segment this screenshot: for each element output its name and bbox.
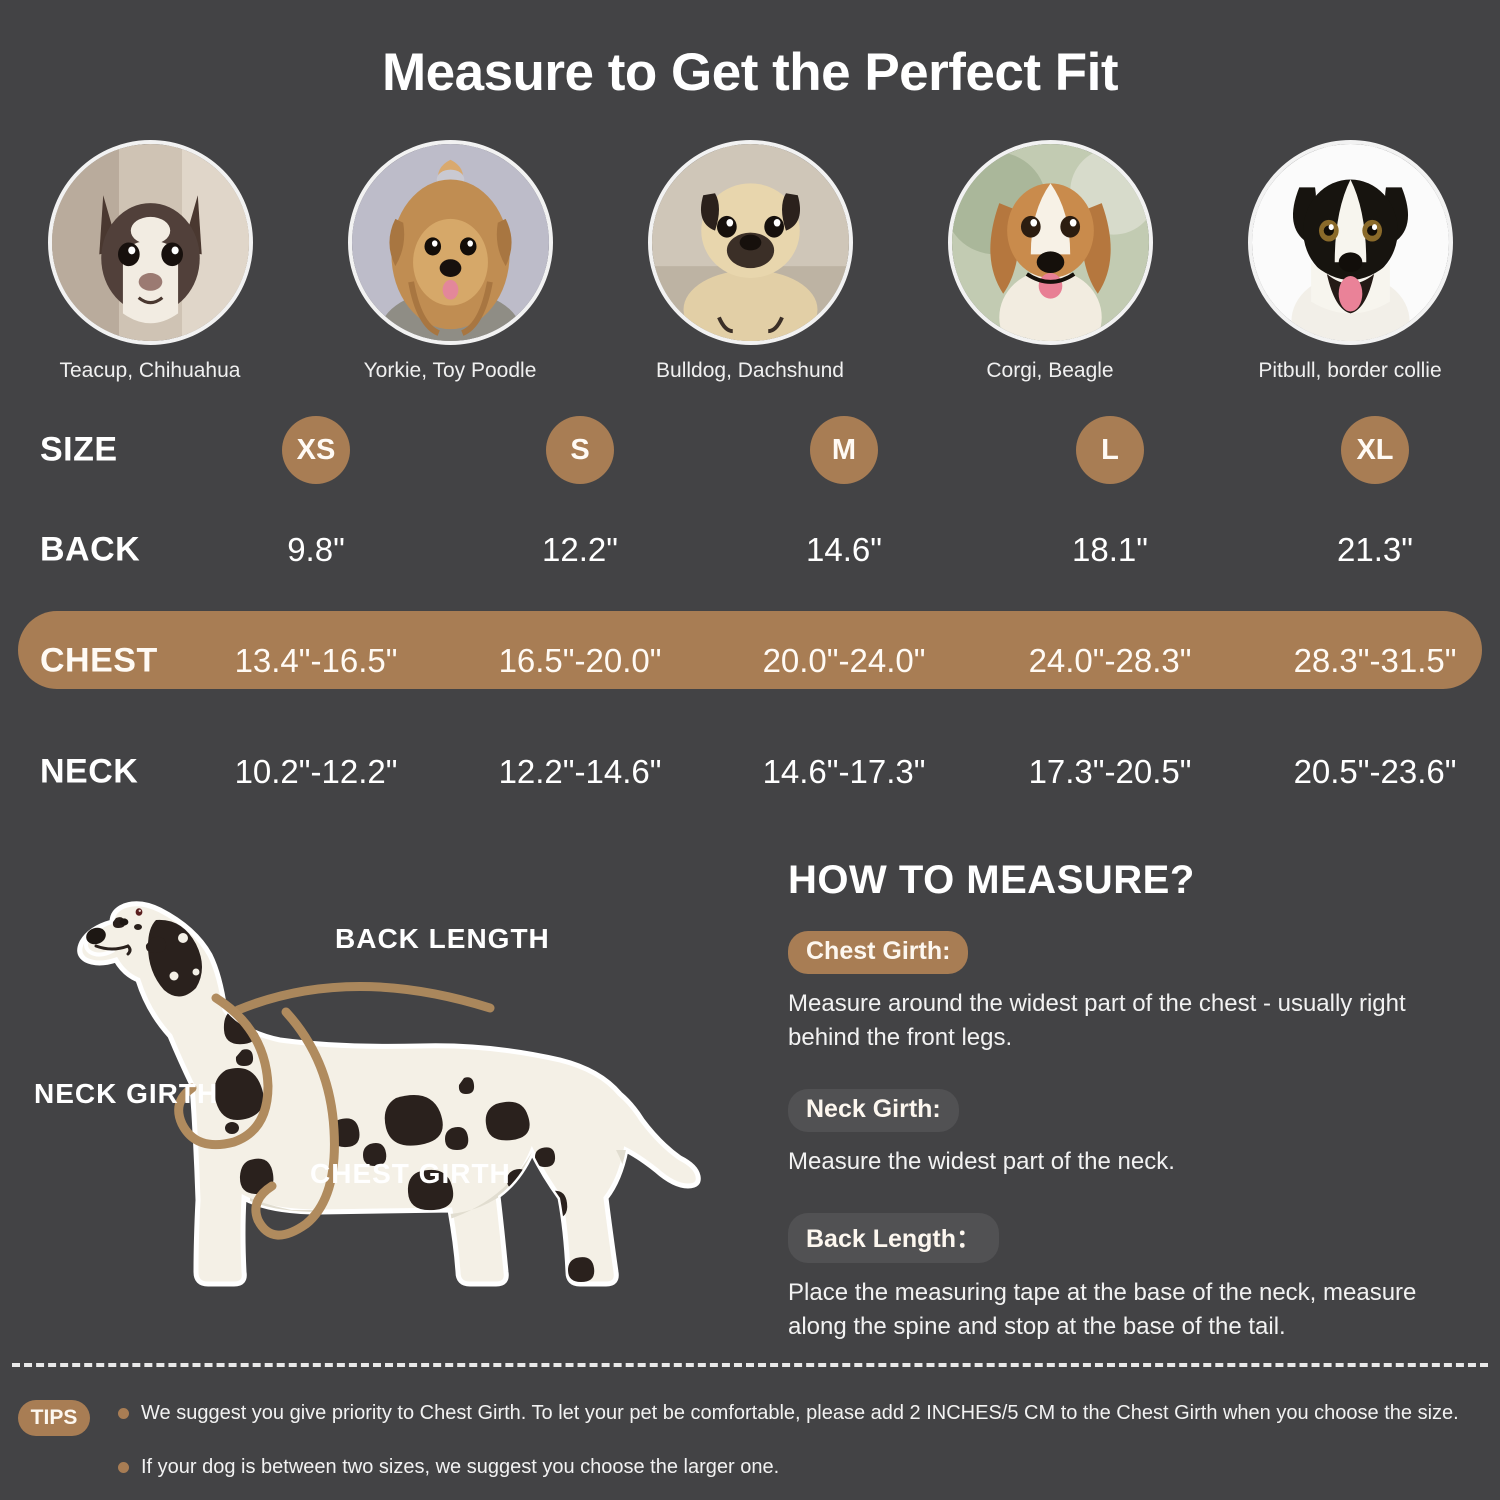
cell-neck-l: 17.3"-20.5" [1028,753,1192,790]
pug-photo [647,140,853,345]
measure-item-chest: Chest Girth: Measure around the widest p… [788,931,1478,1055]
chest-girth-label: CHEST GIRTH [310,1158,511,1189]
chihuahua-photo [47,140,253,345]
dalmatian-illustration [77,901,701,1287]
row-label-neck: NECK [40,752,139,791]
neck-girth-label: NECK GIRTH [34,1078,219,1109]
how-to-measure-heading: HOW TO MEASURE? [788,858,1195,902]
breed-caption: Teacup, Chihuahua [59,359,241,382]
yorkie-photo [347,140,553,345]
back-length-label: BACK LENGTH [335,923,550,954]
row-label-size: SIZE [40,430,118,469]
tips-section: TIPS We suggest you give priority to Che… [0,1390,1500,1500]
cell-chest-m: 20.0"-24.0" [762,642,926,679]
row-label-back: BACK [40,530,141,569]
cell-chest-s: 16.5"-20.0" [498,642,662,679]
neck-girth-loop [174,993,273,1150]
back-length-pill: Back Length： [788,1213,1000,1264]
bullet-dot-icon [118,1462,129,1474]
cell-back-s: 12.2" [542,531,618,568]
size-badge-m: M [810,416,878,484]
size-table: SIZE XS S M L XL BACK 9.8" 12.2" 14.6" 1… [0,405,1500,827]
dashed-divider [12,1363,1488,1367]
breed-item-2: Bulldog, Dachshund [600,140,900,383]
tip-text: We suggest you give priority to Chest Gi… [141,1402,1459,1425]
breed-caption: Pitbull, border collie [1258,359,1442,382]
chest-highlight-bar [18,611,1482,689]
breed-caption: Corgi, Beagle [986,359,1114,382]
border-collie-photo [1247,140,1453,345]
tip-line-2: If your dog is between two sizes, we sug… [118,1456,779,1479]
size-badge-xs: XS [282,416,350,484]
tips-badge: TIPS [18,1400,90,1436]
cell-back-m: 14.6" [806,531,882,568]
back-length-description: Place the measuring tape at the base of … [788,1279,1417,1341]
cell-neck-m: 14.6"-17.3" [762,753,926,790]
breed-item-1: Yorkie, Toy Poodle [300,140,600,383]
tip-line-1: We suggest you give priority to Chest Gi… [118,1402,1459,1425]
cell-back-xs: 9.8" [287,531,345,568]
size-badge-xl: XL [1341,416,1409,484]
table-row-size: SIZE XS S M L XL [0,405,1500,495]
cell-neck-s: 12.2"-14.6" [498,753,662,790]
bullet-dot-icon [118,1408,129,1420]
breed-caption: Yorkie, Toy Poodle [363,359,537,382]
back-length-arc [233,982,495,1015]
measure-item-back: Back Length： Place the measuring tape at… [788,1213,1478,1344]
table-row-neck: NECK 10.2"-12.2" 12.2"-14.6" 14.6"-17.3"… [0,717,1500,827]
cell-chest-l: 24.0"-28.3" [1028,642,1192,679]
breed-item-3: Corgi, Beagle [900,140,1200,383]
chest-girth-loop [251,1007,339,1240]
cell-back-l: 18.1" [1072,531,1148,568]
cell-neck-xs: 10.2"-12.2" [234,753,398,790]
page-title: Measure to Get the Perfect Fit [381,43,1119,102]
table-row-back: BACK 9.8" 12.2" 14.6" 18.1" 21.3" [0,495,1500,605]
chest-girth-pill: Chest Girth: [788,931,969,974]
table-row-chest: CHEST 13.4"-16.5" 16.5"-20.0" 20.0"-24.0… [0,605,1500,717]
chest-girth-description: Measure around the widest part of the ch… [788,990,1406,1052]
breed-caption: Bulldog, Dachshund [656,359,844,382]
tip-text: If your dog is between two sizes, we sug… [141,1456,780,1479]
breed-photo-row: Teacup, Chihuahua [0,140,1500,385]
how-to-measure-section: HOW TO MEASURE? Chest Girth: Measure aro… [788,858,1478,1344]
neck-girth-pill: Neck Girth: [788,1089,959,1133]
dog-measurement-diagram: BACK LENGTH NECK GIRTH CHEST GIRTH [20,880,760,1320]
cell-chest-xl: 28.3"-31.5" [1293,642,1457,679]
beagle-photo [947,140,1153,345]
neck-girth-description: Measure the widest part of the neck. [788,1148,1175,1176]
size-badge-l: L [1076,416,1144,484]
measure-item-neck: Neck Girth: Measure the widest part of t… [788,1089,1478,1179]
cell-neck-xl: 20.5"-23.6" [1293,753,1457,790]
breed-item-4: Pitbull, border collie [1200,140,1500,383]
breed-item-0: Teacup, Chihuahua [0,140,300,383]
row-label-chest: CHEST [40,641,158,680]
size-badge-s: S [546,416,614,484]
cell-back-xl: 21.3" [1337,531,1413,568]
cell-chest-xs: 13.4"-16.5" [234,642,398,679]
